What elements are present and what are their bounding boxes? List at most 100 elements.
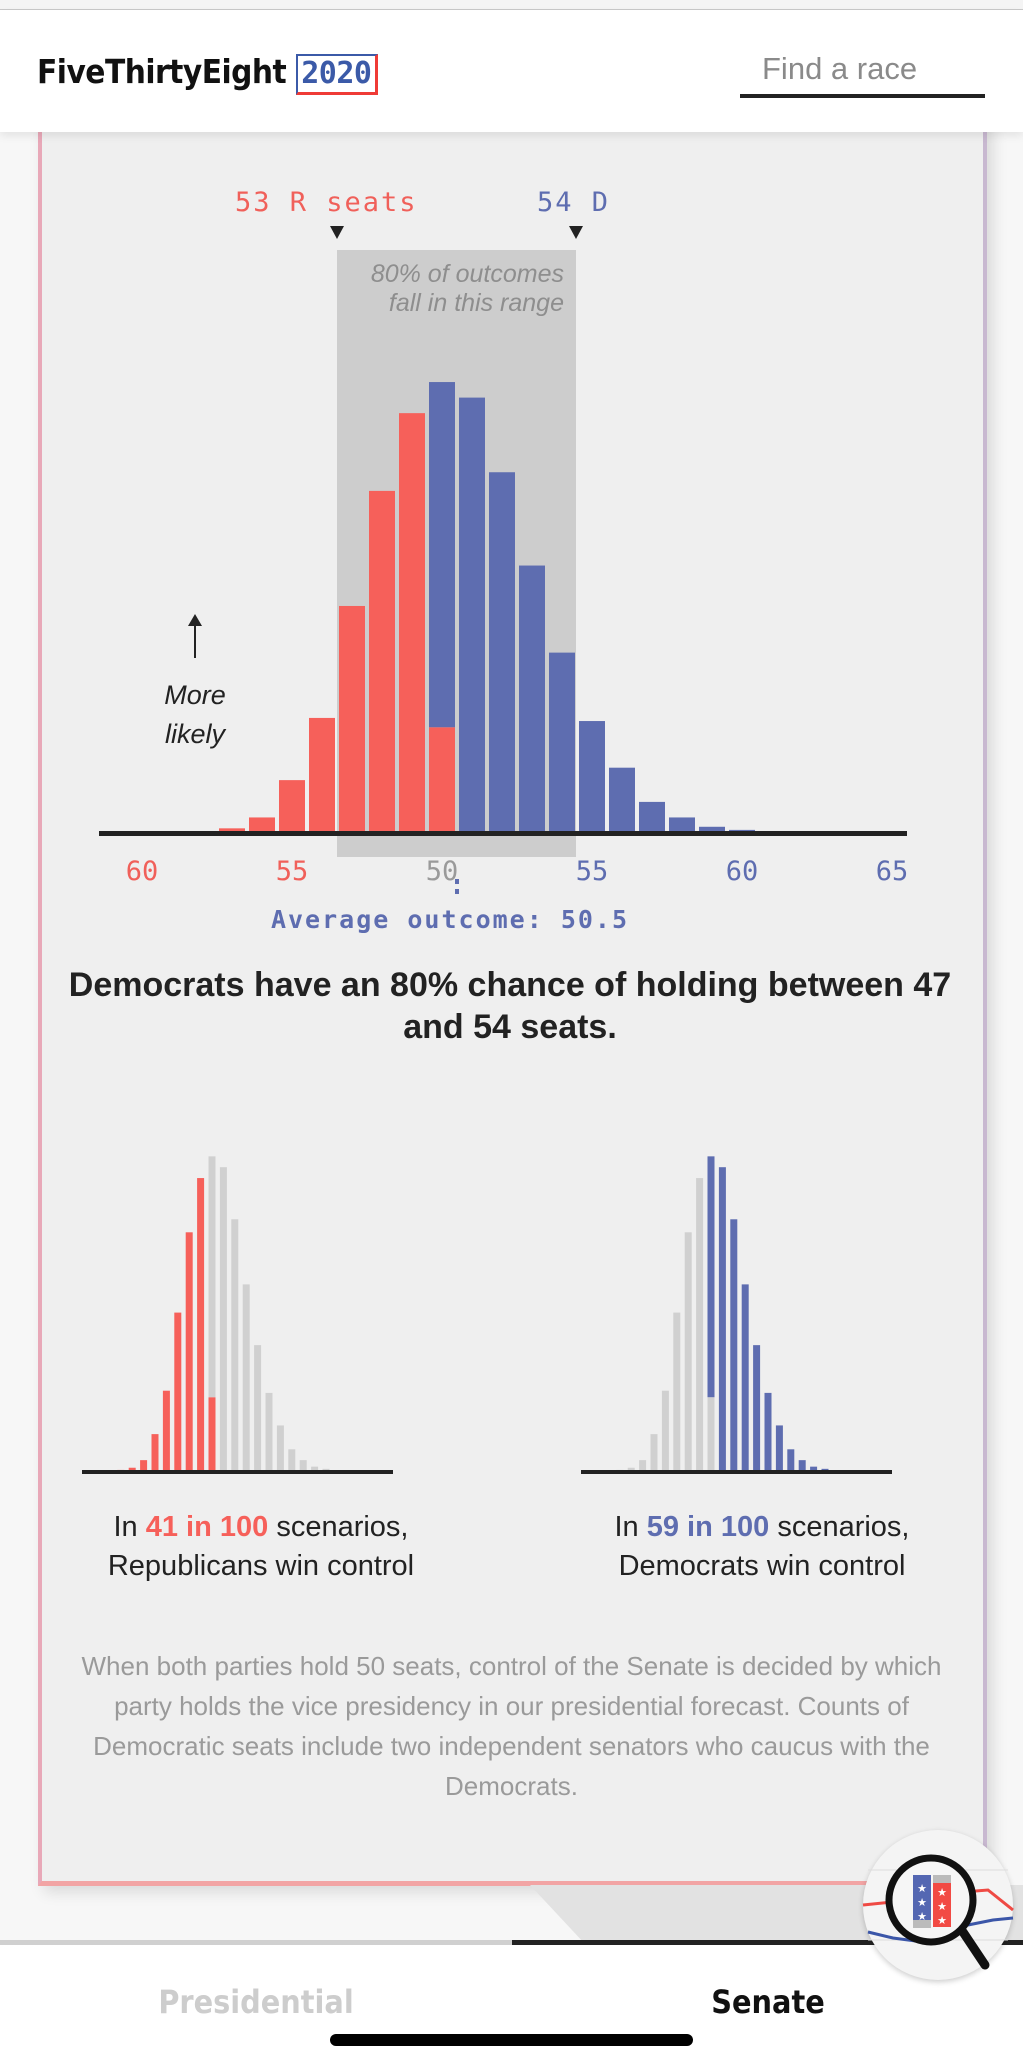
mini-bar-46 [162, 1390, 170, 1471]
mini-bar-56 [775, 1425, 783, 1471]
mini-bar-43 [627, 1467, 635, 1471]
svg-text:★: ★ [917, 1883, 927, 1895]
mini-bar-51 [219, 1167, 227, 1471]
tab-senate[interactable]: Senate [711, 1983, 825, 2021]
mini-bar-59 [810, 1466, 818, 1471]
svg-text:★: ★ [917, 1897, 927, 1909]
bottom-tab-bar [0, 1945, 1023, 2067]
tab-presidential[interactable]: Presidential [158, 1983, 354, 2021]
mini-bar-54 [753, 1345, 761, 1471]
bar-56 [609, 767, 635, 833]
mini-bar-tie-r [707, 1397, 715, 1471]
mini-bar-47 [673, 1312, 681, 1471]
mini-bar-49 [197, 1178, 205, 1471]
svg-text:★: ★ [937, 1887, 947, 1899]
mini-bar-53 [741, 1284, 749, 1471]
range-end-marker-icon [569, 226, 583, 239]
bar-49 [399, 413, 425, 833]
tab-indicator-inactive [0, 1940, 512, 1945]
footnote: When both parties hold 50 seats, control… [81, 1651, 942, 1801]
bar-55 [579, 721, 605, 833]
bar-tie-republican [429, 727, 455, 833]
mini-bar-52 [231, 1219, 239, 1471]
mini-bar-54 [254, 1345, 262, 1471]
mini-bar-53 [242, 1284, 250, 1471]
app-header: FiveThirtyEight 2020 [0, 10, 1023, 132]
mini-bar-60 [322, 1468, 330, 1471]
bar-54 [549, 652, 575, 833]
mini-bar-48 [684, 1232, 692, 1471]
bar-59 [699, 826, 725, 833]
mini-bar-57 [288, 1449, 296, 1471]
tick-label: 50 [425, 856, 459, 887]
bar-58 [669, 817, 695, 833]
headline: Democrats have an 80% chance of holding … [68, 966, 952, 1046]
republican-odds: 41 in 100 [145, 1511, 269, 1543]
mini-bar-44 [639, 1460, 647, 1471]
search-field[interactable] [740, 40, 994, 98]
mini-bar-tie-d [707, 1156, 715, 1398]
race-explorer-button[interactable]: ★ ★ ★ ★ ★ ★ [862, 1830, 1014, 1980]
mini-bar-45 [151, 1434, 159, 1471]
svg-text:★: ★ [937, 1901, 947, 1913]
bar-52 [489, 472, 515, 833]
mini-bar-43 [128, 1467, 136, 1471]
mini-axis-line [581, 1470, 892, 1474]
status-strip [0, 0, 1023, 10]
svg-text:★: ★ [917, 1911, 927, 1923]
mini-axis-line [82, 1470, 393, 1474]
more-likely-label: More likely [145, 614, 245, 754]
tab-indicator-active [512, 1940, 1023, 1945]
mini-bar-57 [787, 1449, 795, 1471]
average-marker [455, 889, 459, 894]
logo-text: FiveThirtyEight [37, 52, 287, 91]
average-marker [455, 879, 459, 884]
democratic-control-caption: In 59 in 100 scenarios, Democrats win co… [614, 1511, 910, 1582]
range-d-label: 54 D [537, 187, 611, 218]
mini-bar-58 [299, 1460, 307, 1471]
mini-bar-46 [661, 1390, 669, 1471]
search-input[interactable] [760, 50, 994, 88]
bar-57 [639, 801, 665, 833]
range-note: 80% of outcomes fall in this range [370, 260, 564, 317]
mini-bar-60 [821, 1468, 829, 1471]
mini-bar-51 [718, 1167, 726, 1471]
mini-bar-52 [730, 1219, 738, 1471]
average-outcome-label: Average outcome: 50.5 [270, 905, 630, 934]
mini-bar-47 [174, 1312, 182, 1471]
bar-53 [519, 565, 545, 833]
tick-label: 55 [575, 856, 609, 887]
mini-bar-48 [185, 1232, 193, 1471]
range-start-marker-icon [330, 226, 344, 239]
mini-bar-49 [696, 1178, 704, 1471]
tick-label: 60 [125, 856, 159, 887]
bar-45 [279, 780, 305, 833]
bar-44 [249, 817, 275, 833]
mini-bar-44 [140, 1460, 148, 1471]
mini-bar-55 [764, 1392, 772, 1471]
mini-bar-59 [311, 1466, 319, 1471]
mini-bar-55 [265, 1392, 273, 1471]
bar-tie-democratic [429, 382, 455, 728]
republican-control-caption: In 41 in 100 scenarios, Republicans win … [107, 1511, 415, 1582]
mini-bar-tie-d [208, 1156, 216, 1398]
tick-label: 65 [875, 856, 909, 887]
home-indicator[interactable] [330, 2034, 693, 2046]
tick-label: 60 [725, 856, 759, 887]
democratic-odds: 59 in 100 [646, 1511, 770, 1543]
x-axis-line [99, 831, 907, 836]
tick-label: 55 [275, 856, 309, 887]
svg-text:★: ★ [937, 1915, 947, 1927]
bar-43 [219, 828, 245, 833]
magnifier-flag-icon: ★ ★ ★ ★ ★ ★ [862, 1854, 1014, 1970]
logo[interactable]: FiveThirtyEight 2020 [37, 52, 378, 95]
arrow-up-icon [188, 614, 202, 658]
bar-47 [339, 605, 365, 833]
bar-46 [309, 717, 335, 833]
range-r-label: 53 R seats [235, 187, 418, 218]
mini-bar-45 [650, 1434, 658, 1471]
mini-bar-58 [798, 1460, 806, 1471]
mini-bar-tie-r [208, 1397, 216, 1471]
